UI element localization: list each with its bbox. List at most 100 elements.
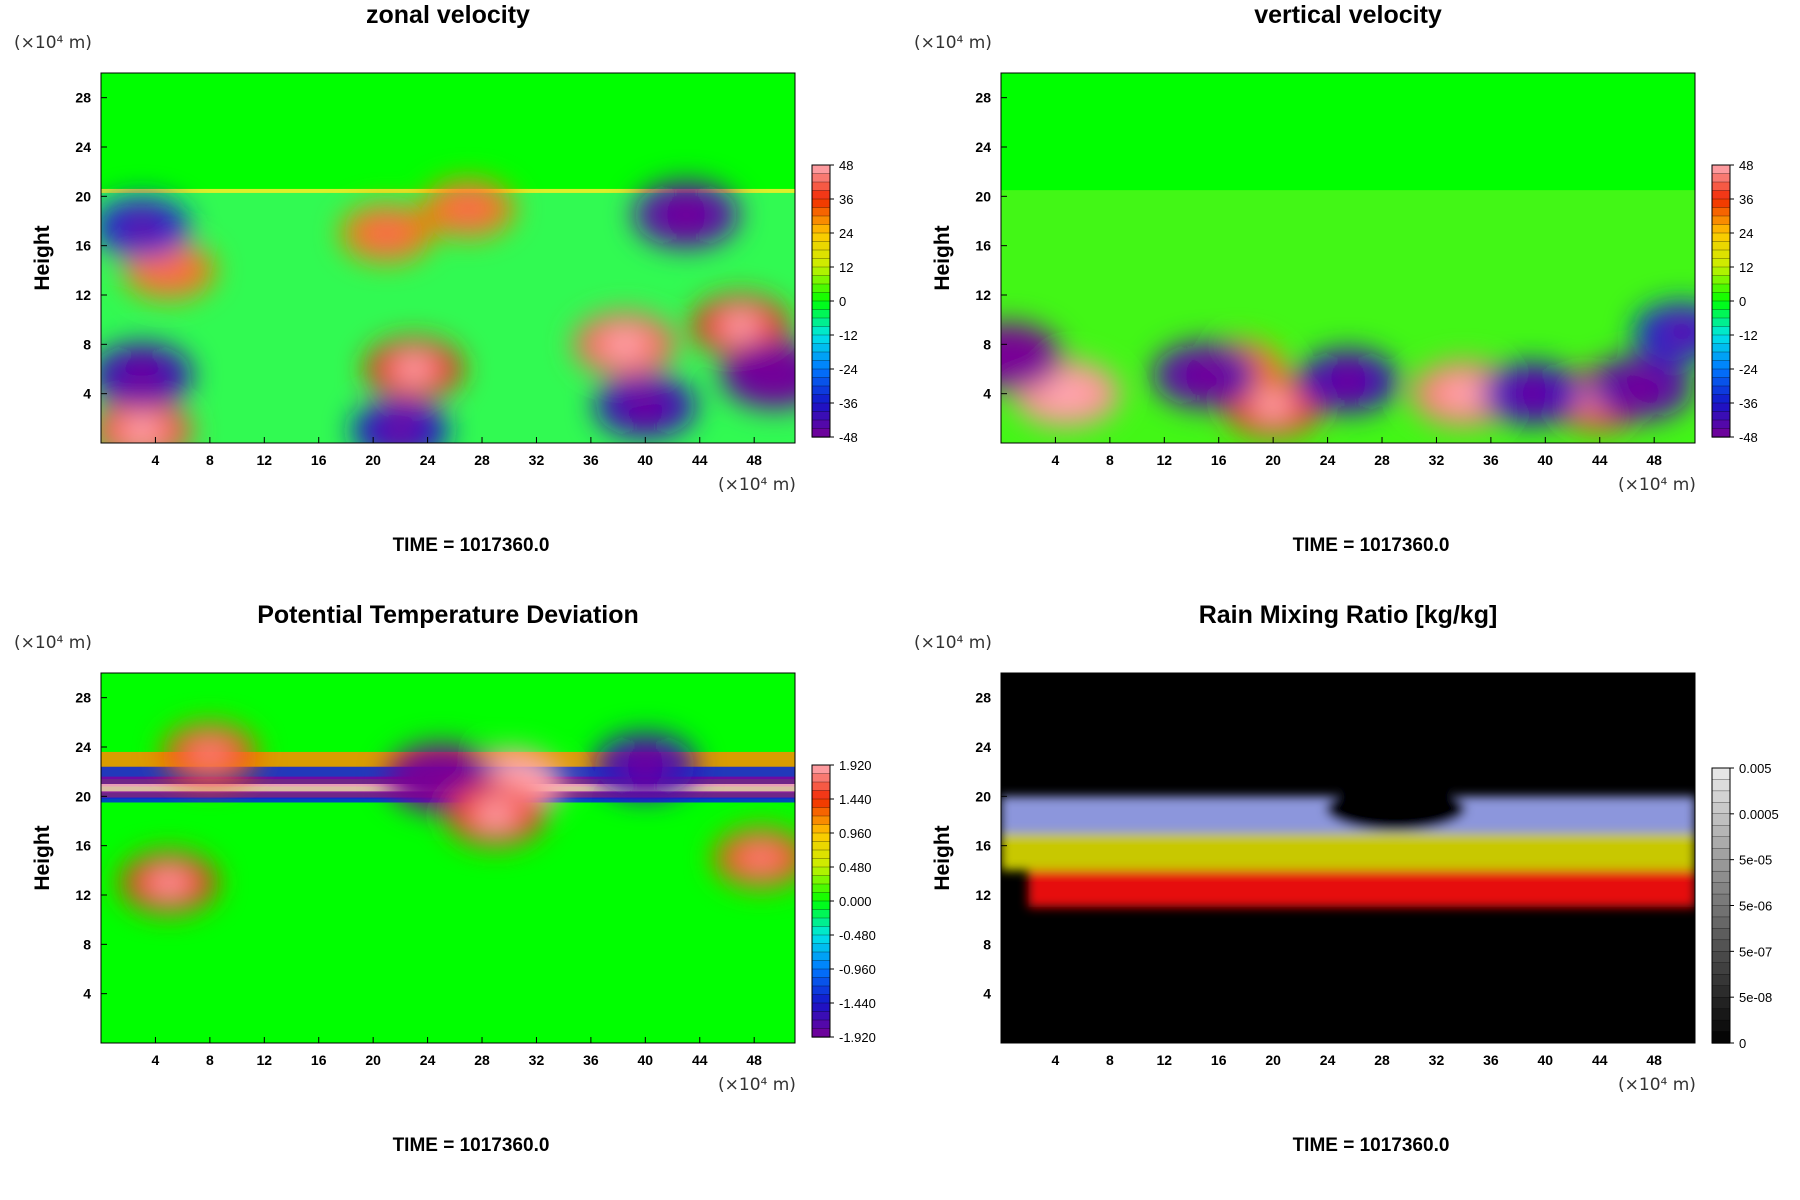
x-tick-label: 12 <box>1157 1052 1173 1068</box>
colorbar-swatch <box>811 224 831 234</box>
colorbar-swatch <box>811 1011 831 1021</box>
colorbar-swatch <box>811 866 831 877</box>
colorbar-swatch <box>1711 173 1731 183</box>
heatmap-field <box>1001 673 1695 1043</box>
y-tick-label: 4 <box>983 986 991 1002</box>
colorbar-swatch <box>811 394 831 404</box>
x-tick-label: 16 <box>1211 1052 1227 1068</box>
colorbar-label: -24 <box>839 362 858 377</box>
colorbar-swatch <box>1711 870 1731 884</box>
colorbar-swatch <box>1711 317 1731 328</box>
colorbar-swatch <box>811 1028 831 1038</box>
colorbar-label: -24 <box>1739 362 1758 377</box>
field-core <box>1509 379 1554 408</box>
field-core <box>1182 360 1229 390</box>
x-axis-unit: (×10⁴ m) <box>718 1075 796 1095</box>
colorbar-swatch <box>811 181 831 192</box>
x-tick-label: 32 <box>529 1052 545 1068</box>
colorbar-swatch <box>1711 351 1731 362</box>
x-tick-label: 20 <box>365 452 381 468</box>
colorbar-swatch <box>811 985 831 996</box>
colorbar-label: -48 <box>1739 430 1758 445</box>
y-tick-label: 8 <box>83 336 91 352</box>
colorbar-swatch <box>811 368 831 379</box>
colorbar-swatch <box>1711 1031 1731 1044</box>
x-tick-label: 24 <box>420 452 436 468</box>
plot-frame <box>100 72 796 444</box>
colorbar-swatch <box>811 849 831 860</box>
rain-layer <box>1001 833 1695 871</box>
y-tick-label: 20 <box>75 188 91 204</box>
x-tick-label: 20 <box>365 1052 381 1068</box>
colorbar-label: 5e-07 <box>1739 944 1772 959</box>
x-tick-label: 8 <box>1106 1052 1114 1068</box>
colorbar-swatch <box>811 241 831 251</box>
colorbar-swatch <box>811 917 831 928</box>
colorbar-swatch <box>1711 368 1731 379</box>
y-tick-label: 24 <box>975 739 991 755</box>
colorbar-swatch <box>811 411 831 421</box>
colorbar-swatch <box>811 190 831 200</box>
x-tick-label: 44 <box>692 452 708 468</box>
colorbar-label: 5e-08 <box>1739 990 1772 1005</box>
x-tick-label: 40 <box>1538 452 1554 468</box>
y-tick-label: 12 <box>75 887 91 903</box>
colorbar-swatch <box>1711 385 1731 396</box>
chart-title: zonal velocity <box>366 1 530 29</box>
y-tick-label: 24 <box>975 139 991 155</box>
colorbar-swatch <box>1711 292 1731 302</box>
colorbar-swatch <box>1711 258 1731 268</box>
colorbar-swatch <box>811 994 831 1004</box>
colorbar-swatch <box>1711 985 1731 998</box>
colorbar-label: 1.920 <box>839 758 872 773</box>
colorbar-swatch <box>811 815 831 826</box>
x-tick-label: 4 <box>1052 1052 1060 1068</box>
colorbar-swatch <box>1711 334 1731 345</box>
x-tick-label: 8 <box>206 1052 214 1068</box>
y-tick-label: 20 <box>75 788 91 804</box>
field-core <box>1440 378 1487 409</box>
colorbar-swatch <box>1711 283 1731 294</box>
colorbar-swatch <box>811 428 831 438</box>
colorbar-swatch <box>1711 394 1731 404</box>
x-tick-label: 40 <box>638 1052 654 1068</box>
x-tick-label: 36 <box>583 1052 599 1068</box>
y-tick-label: 28 <box>75 90 91 106</box>
colorbar-swatch <box>1711 893 1731 907</box>
colorbar-swatch <box>811 1019 831 1030</box>
colorbar-swatch <box>811 249 831 260</box>
colorbar-label: -36 <box>1739 396 1758 411</box>
colorbar-label: 48 <box>1739 158 1753 173</box>
chart-svg: Potential Temperature Deviation (×10⁴ m) 4… <box>14 601 876 1156</box>
x-tick-label: 48 <box>746 452 762 468</box>
panel-potential-temperature: Potential Temperature Deviation (×10⁴ m) 4… <box>0 600 900 1200</box>
colorbar-swatch <box>1711 928 1731 941</box>
colorbar-swatch <box>1711 207 1731 217</box>
heatmap-field <box>1001 73 1695 443</box>
chart-title: Rain Mixing Ratio [kg/kg] <box>1199 601 1498 629</box>
colorbar-label: 12 <box>839 260 853 275</box>
x-tick-label: 24 <box>1320 452 1336 468</box>
colorbar-label: 0.480 <box>839 860 872 875</box>
colorbar-label: 0.000 <box>839 894 872 909</box>
time-label: TIME = 1017360.0 <box>393 535 550 556</box>
y-tick-label: 16 <box>75 838 91 854</box>
field-core <box>119 360 164 390</box>
colorbar-label: -12 <box>839 328 858 343</box>
colorbar-swatch <box>811 334 831 345</box>
colorbar-label: -0.480 <box>839 928 876 943</box>
x-tick-label: 36 <box>583 452 599 468</box>
field-core <box>148 257 190 284</box>
colorbar-label: 36 <box>839 192 853 207</box>
colorbar-swatch <box>811 300 831 311</box>
y-axis-label: Height <box>931 825 954 890</box>
y-axis-unit: (×10⁴ m) <box>14 633 92 653</box>
x-tick-label: 12 <box>257 1052 273 1068</box>
x-axis-unit: (×10⁴ m) <box>718 475 796 495</box>
colorbar-swatch <box>1711 836 1731 849</box>
colorbar-label: 5e-05 <box>1739 853 1772 868</box>
x-tick-label: 28 <box>474 1052 490 1068</box>
colorbar-swatch <box>811 968 831 979</box>
colorbar-swatch <box>811 207 831 217</box>
heatmap-field <box>101 73 795 443</box>
